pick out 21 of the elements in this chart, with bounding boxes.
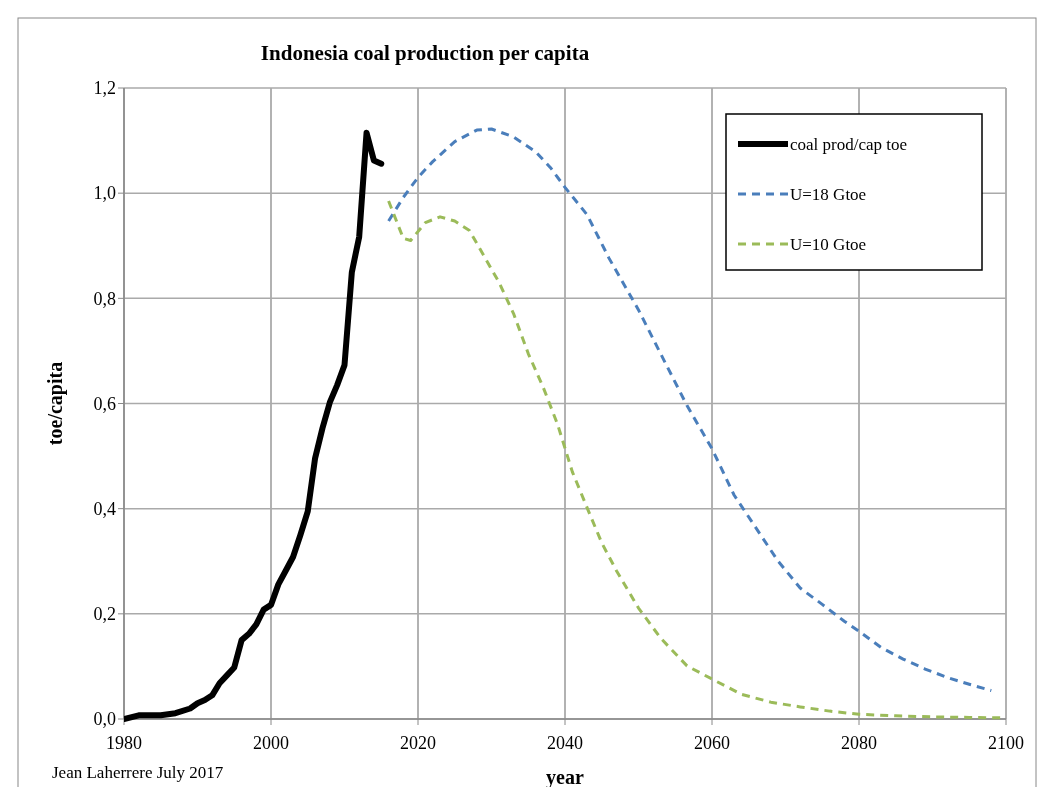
x-tick-label: 2060 xyxy=(694,733,730,753)
x-tick-label: 2020 xyxy=(400,733,436,753)
x-tick-label: 2040 xyxy=(547,733,583,753)
y-tick-label: 0,6 xyxy=(93,393,116,414)
y-axis-title: toe/capita xyxy=(44,361,67,446)
x-tick-label: 2000 xyxy=(253,733,289,753)
y-tick-label: 1,0 xyxy=(93,183,116,204)
text: Jean Laherrere July 2017 xyxy=(52,763,224,782)
y-tick-label: 0,0 xyxy=(93,709,116,730)
y-tick-label: 1,2 xyxy=(93,78,116,99)
legend-label: U=18 Gtoe xyxy=(790,184,867,204)
y-tick-label: 0,4 xyxy=(93,498,116,519)
x-tick-label: 1980 xyxy=(106,733,142,753)
y-tick-label: 0,2 xyxy=(93,604,116,625)
line-series xyxy=(387,127,993,693)
legend-label: U=10 Gtoe xyxy=(790,234,867,254)
chart-title: Indonesia coal production per capita xyxy=(260,41,590,65)
x-tick-label: 2080 xyxy=(841,733,877,753)
y-tick-label: 0,8 xyxy=(93,288,116,309)
legend-label: coal prod/cap toe xyxy=(790,134,908,154)
x-tick-label: 2100 xyxy=(988,733,1024,753)
